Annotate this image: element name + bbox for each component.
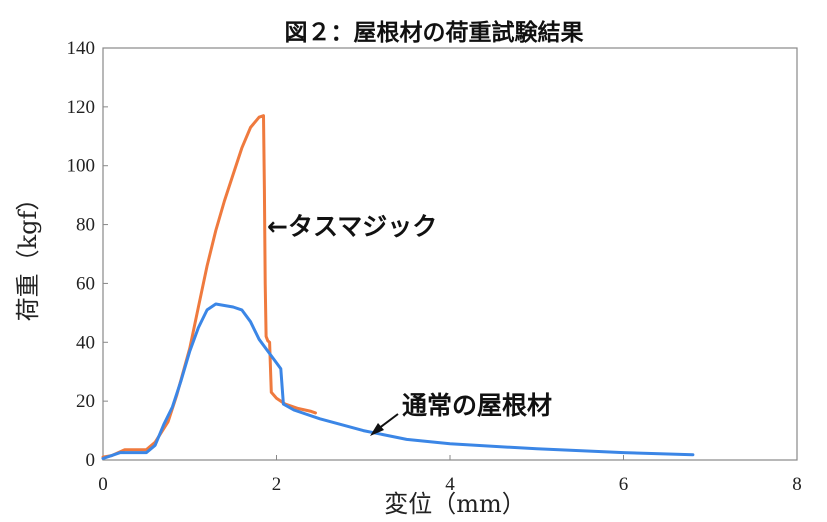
x-tick-label: 6 <box>619 474 629 495</box>
x-tick-label: 4 <box>445 474 455 495</box>
chart-title: 図２：屋根材の荷重試験結果 <box>285 19 584 46</box>
y-axis-ticks: 0 20 40 60 80 100 120 140 <box>67 38 108 471</box>
annotation-normal: 通常の屋根材 <box>402 391 552 420</box>
y-tick-label: 120 <box>67 97 96 118</box>
x-axis-ticks: 0 2 4 6 8 <box>98 455 802 495</box>
annotation-tasmagic: ←タスマジック <box>267 212 437 241</box>
annotation-normal-group: 通常の屋根材 <box>370 391 552 436</box>
series-layer <box>101 114 695 460</box>
annotation-normal-arrow-head <box>370 423 384 436</box>
y-axis-label: 荷重（kgf） <box>14 187 42 322</box>
y-tick-label: 80 <box>76 215 95 236</box>
y-tick-label: 0 <box>86 450 96 471</box>
y-tick-label: 60 <box>76 273 95 294</box>
x-tick-label: 0 <box>98 474 108 495</box>
y-tick-label: 40 <box>76 332 95 353</box>
x-axis-label: 変位（mm） <box>384 490 526 518</box>
y-tick-label: 20 <box>76 391 95 412</box>
series-line-normal-roofing <box>101 302 695 460</box>
y-tick-label: 140 <box>67 38 96 59</box>
y-tick-label: 100 <box>67 156 96 177</box>
x-tick-label: 2 <box>272 474 282 495</box>
x-tick-label: 8 <box>792 474 802 495</box>
